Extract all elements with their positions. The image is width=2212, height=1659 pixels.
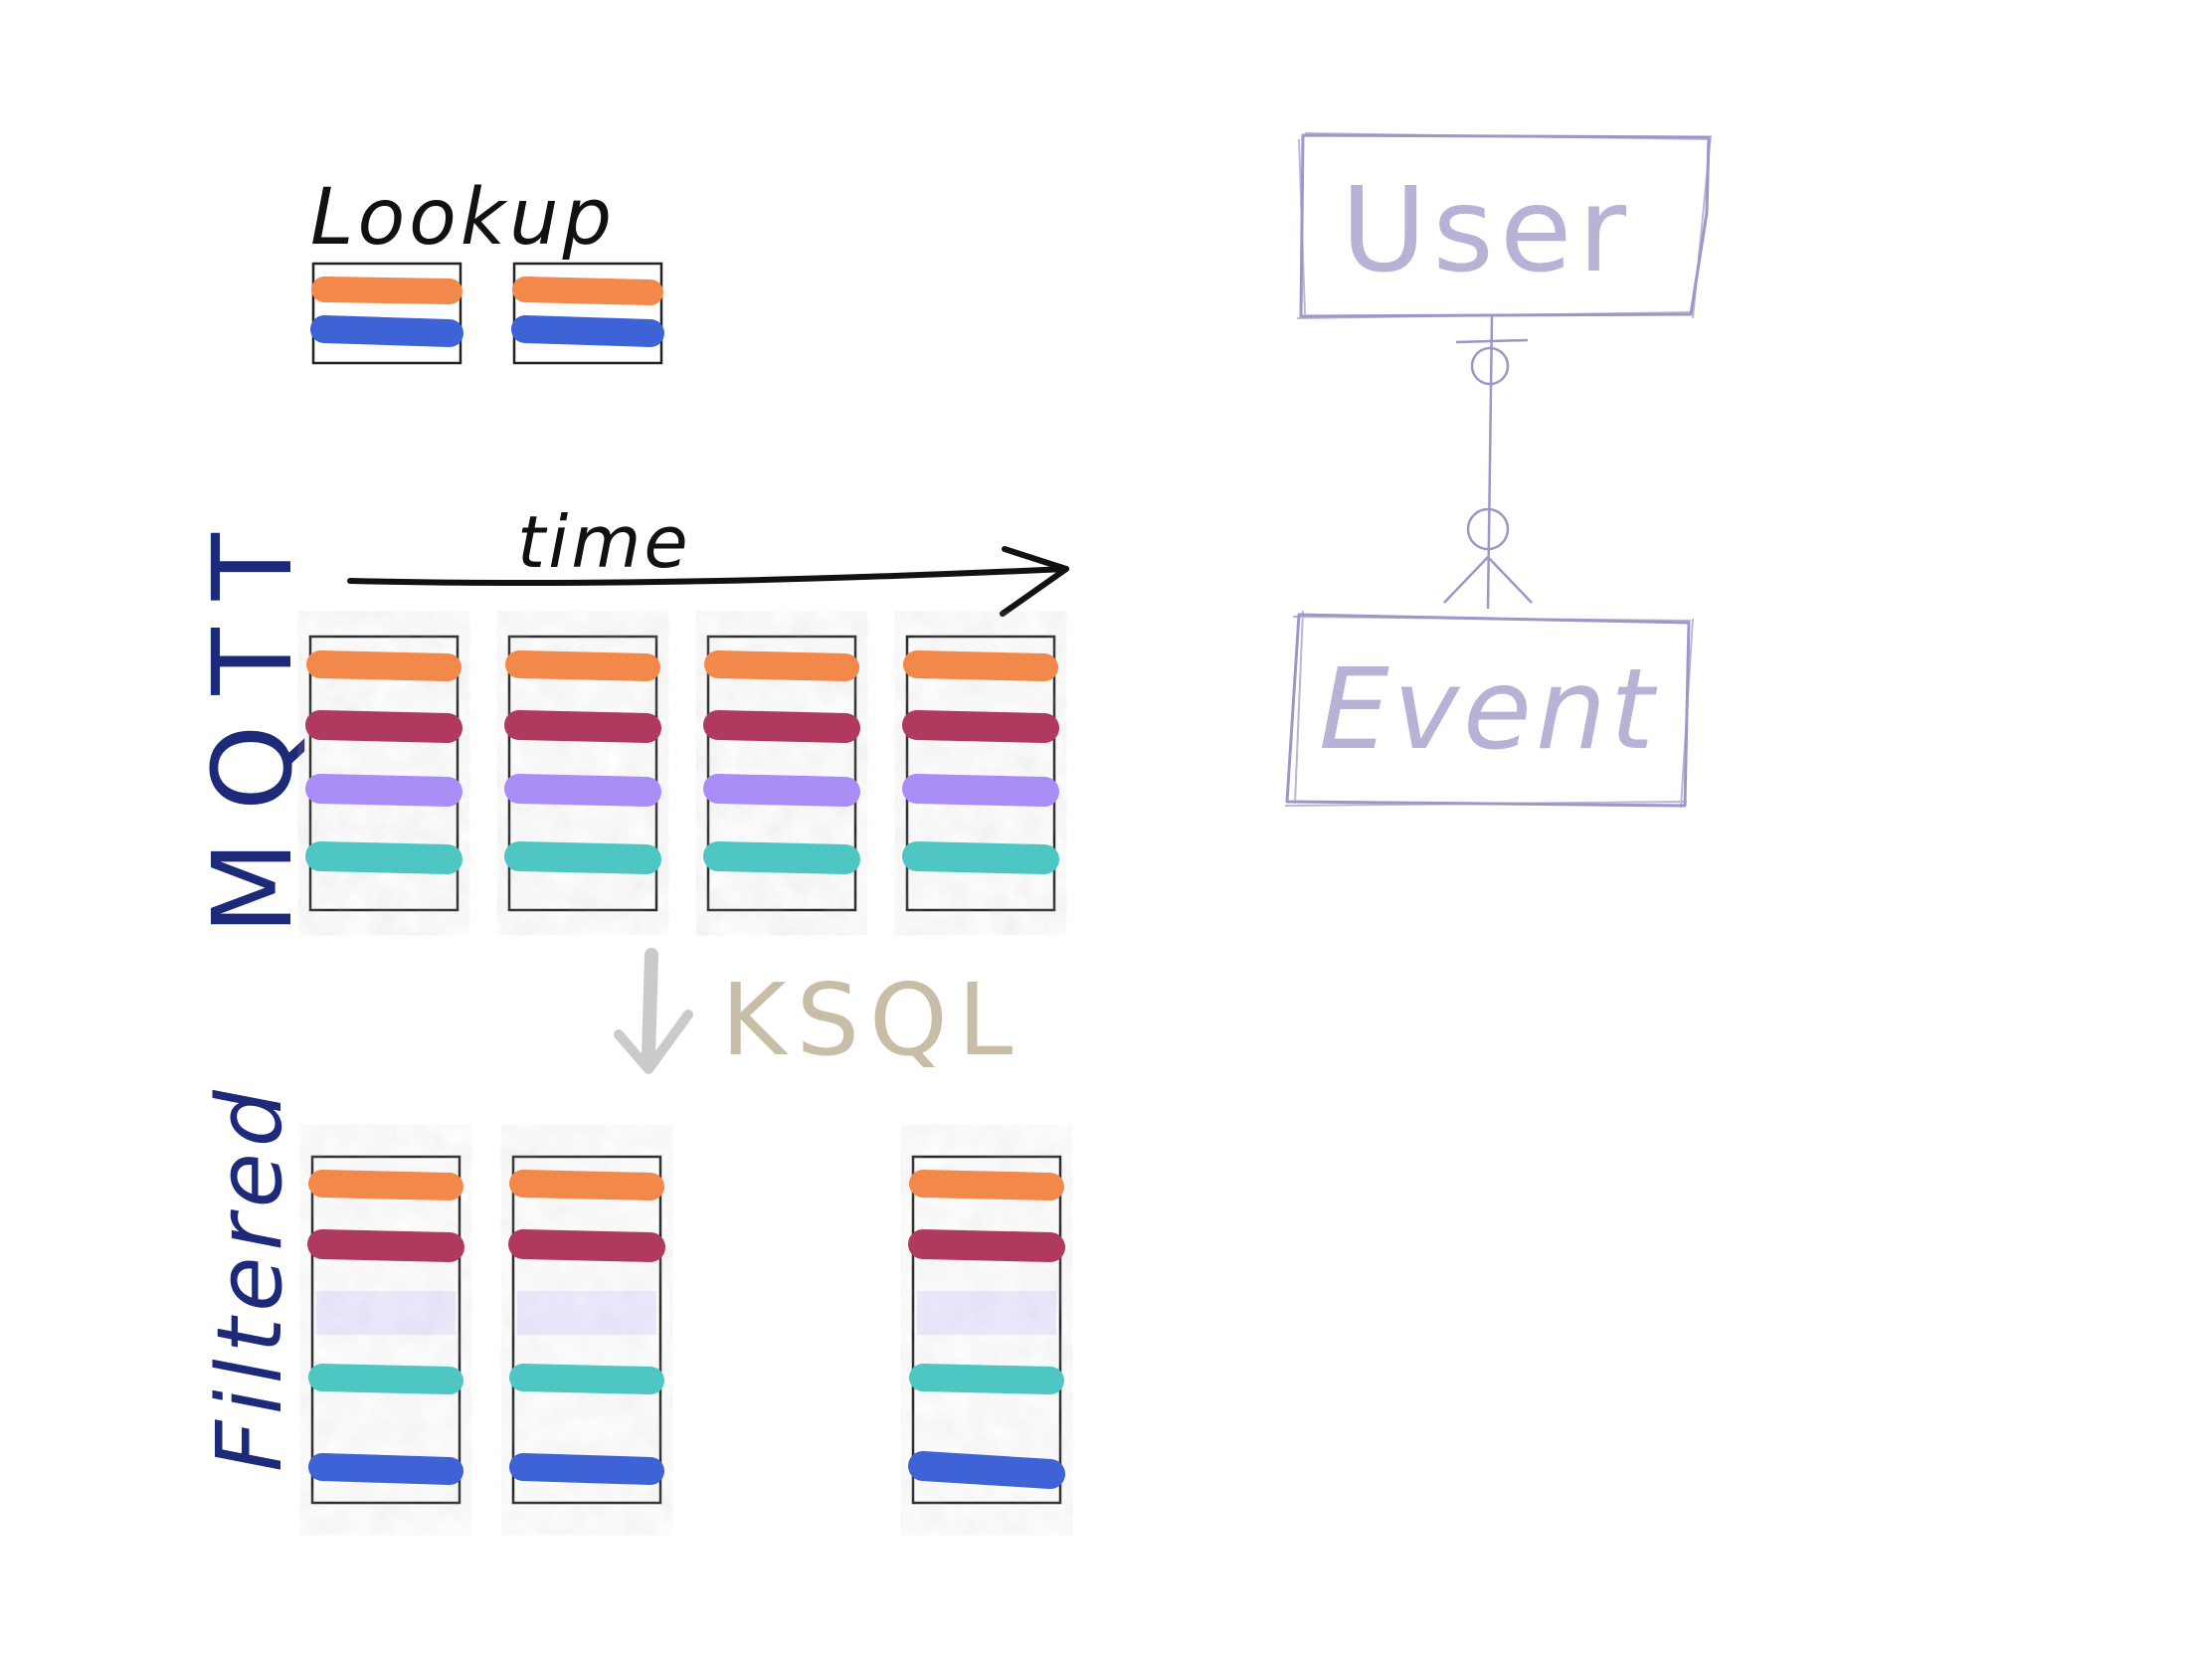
ksql-arrow: [614, 948, 693, 1074]
stripe-orange: [909, 1170, 1064, 1200]
stripe-orange: [704, 650, 859, 681]
stripe-orange: [505, 650, 660, 681]
lookup-box: [511, 262, 664, 365]
filtered-box: [307, 1155, 464, 1505]
event-entity: Event: [1284, 610, 1694, 809]
lookup-label: Lookup: [310, 173, 616, 263]
lookup-box: [310, 262, 463, 365]
stripe-violet: [902, 774, 1059, 807]
stripe-crimson: [908, 1229, 1065, 1262]
stripe-crimson: [508, 1229, 665, 1262]
relationship-line: [1443, 315, 1533, 610]
time-label: time: [517, 500, 691, 584]
event-label: Event: [1319, 645, 1658, 775]
stripe-violet: [305, 774, 462, 807]
stripe-blue: [310, 315, 463, 347]
stripe-violet-faded: [917, 1291, 1056, 1335]
mqtt-box: [305, 635, 462, 912]
user-label: User: [1341, 161, 1632, 298]
stripe-orange: [306, 650, 461, 681]
stripe-crimson: [902, 710, 1059, 743]
user-entity: User: [1296, 132, 1712, 319]
stripe-violet-faded: [316, 1291, 456, 1335]
filtered-label: Filtered: [198, 1084, 302, 1472]
stripe-teal: [909, 1364, 1064, 1394]
stripe-orange: [308, 1170, 463, 1200]
stripe-teal: [504, 841, 661, 874]
stripe-crimson: [307, 1229, 464, 1262]
filtered-group: [307, 1155, 1065, 1505]
time-arrowhead: [1000, 546, 1069, 617]
stripe-violet: [504, 774, 661, 807]
stripe-orange: [509, 1170, 664, 1200]
stripe-orange: [512, 276, 663, 305]
mqtt-group: [305, 635, 1059, 912]
stripe-teal: [902, 841, 1059, 874]
stripe-blue: [908, 1451, 1065, 1489]
filtered-box: [908, 1155, 1065, 1505]
filtered-box: [508, 1155, 665, 1505]
mqtt-label: MQTT: [189, 503, 316, 935]
stripe-teal: [703, 841, 860, 874]
stripe-crimson: [305, 710, 462, 743]
time-arrow: [347, 566, 1069, 587]
mqtt-box: [504, 635, 661, 912]
mqtt-box: [703, 635, 860, 912]
stripe-blue: [308, 1453, 463, 1485]
stripe-orange: [903, 650, 1058, 681]
lookup-group: [310, 262, 664, 365]
stripe-teal: [509, 1364, 664, 1394]
stripe-blue: [509, 1453, 664, 1485]
stripe-blue: [511, 315, 664, 347]
stripe-crimson: [504, 710, 661, 743]
stripe-orange: [311, 276, 462, 304]
stripe-teal: [308, 1364, 463, 1394]
ksql-label: KSQL: [721, 962, 1022, 1078]
mqtt-box: [902, 635, 1059, 912]
stripe-teal: [305, 841, 462, 874]
stripe-crimson: [703, 710, 860, 743]
stripe-violet-faded: [517, 1291, 656, 1335]
stripe-violet: [703, 774, 860, 807]
